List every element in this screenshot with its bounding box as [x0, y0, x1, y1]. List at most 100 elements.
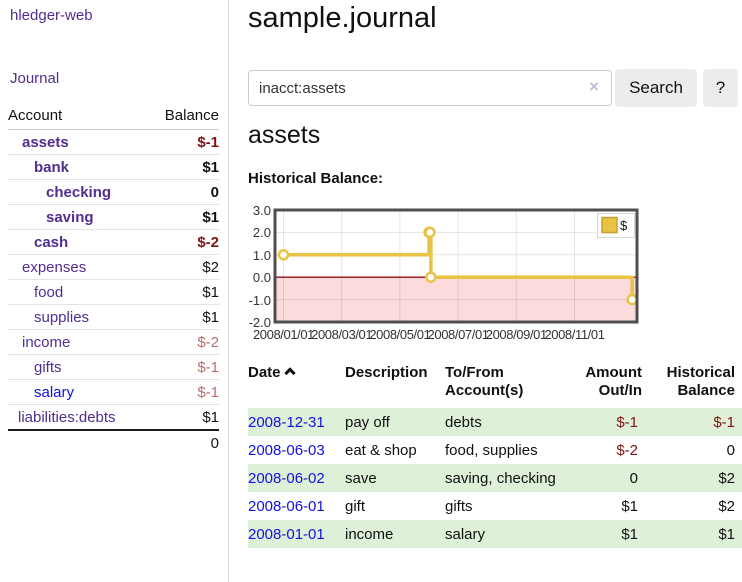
y-axis-tick-label: 3.0: [252, 203, 271, 218]
accounts-header-account: Account: [8, 107, 63, 124]
transaction-amount: 0: [629, 470, 638, 487]
x-axis-tick-label: 2008/09/01: [485, 327, 547, 342]
accounts-header-balance: Balance: [164, 107, 219, 124]
sidebar: hledger-web Journal Account Balance asse…: [0, 0, 229, 582]
transaction-row: 2008-12-31 pay off debts $-1 $-1: [248, 408, 742, 436]
account-link[interactable]: assets: [22, 134, 69, 151]
help-button[interactable]: ?: [703, 69, 738, 107]
main-content: sample.journal × Search ? assets Histori…: [248, 0, 742, 582]
transaction-date-link: 2008-01-01: [248, 520, 345, 548]
account-row-food: food $1: [8, 280, 219, 305]
y-axis-tick-label: -1.0: [248, 292, 271, 308]
account-row-salary: salary $-1: [8, 380, 219, 405]
transaction-row: 2008-06-02 save saving, checking 0 $2: [248, 464, 742, 492]
account-link[interactable]: salary: [34, 384, 75, 401]
transaction-date-link: 2008-12-31: [248, 408, 345, 436]
column-header-amount-out-in: Amount Out/In: [585, 364, 642, 399]
transaction-amount: $-2: [616, 442, 638, 459]
account-row-checking: checking 0: [8, 180, 219, 205]
transaction-row: 2008-06-03 eat & shop food, supplies $-2 0: [248, 436, 742, 464]
account-row-bank: bank $1: [8, 155, 219, 180]
transaction-date-link[interactable]: 2008-12-31: [248, 414, 325, 431]
account-link[interactable]: income: [22, 334, 71, 351]
transaction-description: save: [345, 470, 377, 487]
transaction-balance: $-1: [713, 414, 735, 431]
y-axis-tick-label: -2.0: [248, 315, 271, 330]
account-row-gifts: gifts $-1: [8, 355, 219, 380]
account-row-saving: saving $1: [8, 205, 219, 230]
transactions-table: Date Description To/From Account(s) Amount …: [248, 362, 742, 548]
accounts-total-value: 0: [210, 435, 219, 452]
account-row-liabilities-debts: liabilities:debts $1: [8, 405, 219, 429]
x-axis-tick-label: 2008/05/01: [369, 327, 431, 342]
transaction-date-link[interactable]: 2008-06-03: [248, 442, 325, 459]
accounts-total-row: 0: [8, 429, 219, 456]
transaction-row: 2008-06-01 gift gifts $1 $2: [248, 492, 742, 520]
transaction-accounts: debts: [445, 414, 482, 431]
legend-swatch-icon: [601, 216, 618, 234]
account-link[interactable]: checking: [46, 184, 112, 201]
account-link[interactable]: saving: [46, 209, 94, 226]
accounts-tree-header: Account Balance: [8, 105, 219, 130]
transaction-balance: $2: [718, 470, 735, 487]
y-axis-tick-label: 2.0: [252, 225, 271, 241]
account-link[interactable]: liabilities:debts: [18, 409, 116, 426]
search-button[interactable]: Search: [615, 69, 697, 107]
search-input[interactable]: [248, 70, 612, 106]
account-balance: $1: [202, 159, 219, 176]
x-axis-tick-label: 2008/03/01: [311, 327, 373, 342]
transaction-description: eat & shop: [345, 442, 417, 459]
account-balance: $1: [202, 409, 219, 426]
account-link[interactable]: gifts: [34, 359, 62, 376]
transaction-balance: $1: [718, 526, 735, 543]
account-row-supplies: supplies $1: [8, 305, 219, 330]
column-header-date[interactable]: Date: [248, 362, 345, 408]
transaction-date-link: 2008-06-01: [248, 492, 345, 520]
transaction-date-link: 2008-06-02: [248, 464, 345, 492]
transaction-accounts: salary: [445, 526, 486, 543]
app-brand-link[interactable]: hledger-web: [10, 7, 93, 24]
transaction-accounts: food, supplies: [445, 442, 538, 459]
accounts-tree: Account Balance assets $-1 bank $1 checking 0…: [8, 105, 219, 456]
account-link[interactable]: bank: [34, 159, 70, 176]
account-balance: $1: [202, 284, 219, 301]
transaction-date-link[interactable]: 2008-06-01: [248, 498, 325, 515]
account-link[interactable]: food: [34, 284, 64, 301]
column-header-description: Description: [345, 364, 428, 381]
account-link[interactable]: cash: [34, 234, 69, 251]
chart-title: Historical Balance:: [248, 170, 384, 187]
transaction-row: 2008-01-01 income salary $1 $1: [248, 520, 742, 548]
y-axis-tick-label: 0.0: [252, 270, 271, 286]
historical-balance-chart[interactable]: $3.0 2.0 1.0 0.0 -1.0 -2.0 2008/01/01 2008/03/0…: [245, 200, 742, 345]
x-axis-tick-label: 2008/01/01: [252, 327, 315, 342]
account-row-expenses: expenses $2: [8, 255, 219, 280]
account-balance: $-2: [197, 334, 219, 351]
y-axis-tick-label: 1.0: [252, 247, 271, 263]
account-balance: $-1: [197, 359, 219, 376]
account-link[interactable]: expenses: [22, 259, 87, 276]
account-row-assets: assets $-1: [8, 130, 219, 155]
transaction-date-link: 2008-06-03: [248, 436, 345, 464]
transaction-date-link[interactable]: 2008-06-02: [248, 470, 325, 487]
transaction-balance: $2: [718, 498, 735, 515]
account-row-cash: cash $-2: [8, 230, 219, 255]
x-axis-tick-label: 2008/07/01: [427, 327, 489, 342]
account-balance: $2: [202, 259, 219, 276]
column-header-to-from-account-s-: To/From Account(s): [445, 364, 524, 399]
transaction-description: income: [345, 526, 394, 543]
account-link[interactable]: supplies: [34, 309, 90, 326]
account-balance: 0: [210, 184, 219, 201]
sort-ascending-icon: [283, 367, 296, 379]
transaction-accounts: gifts: [445, 498, 473, 515]
search-bar: × Search ?: [248, 69, 742, 107]
account-balance: $-1: [197, 384, 219, 401]
account-balance: $-1: [197, 134, 219, 151]
column-header-historical-balance: Historical Balance: [666, 364, 735, 399]
transaction-date-link[interactable]: 2008-01-01: [248, 526, 325, 543]
sidebar-item-journal[interactable]: Journal: [10, 70, 60, 87]
page-title: sample.journal: [248, 2, 437, 34]
account-balance: $1: [202, 309, 219, 326]
transaction-amount: $1: [621, 526, 638, 543]
transaction-amount: $1: [621, 498, 638, 515]
clear-search-icon[interactable]: ×: [589, 77, 599, 96]
